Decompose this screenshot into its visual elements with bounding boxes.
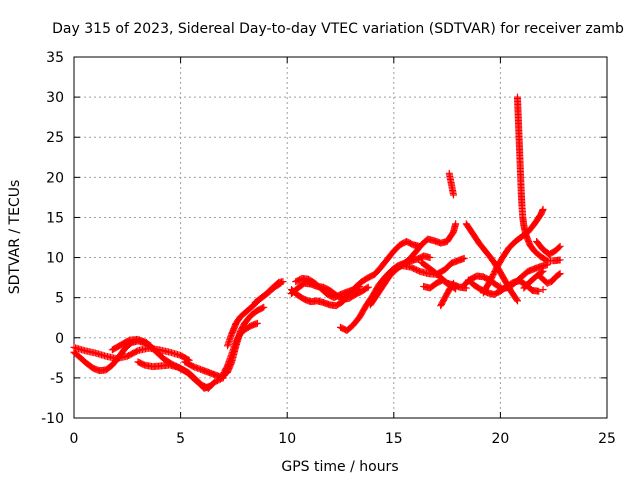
data-point	[555, 270, 563, 278]
x-tick-labels: 0 5 10 15 20 25	[70, 431, 616, 447]
x-tick-label: 0	[70, 431, 79, 447]
plot-frame	[73, 56, 608, 419]
y-tick-label: -5	[50, 371, 64, 387]
data-point	[555, 243, 563, 251]
data-point	[460, 254, 468, 262]
data-point	[535, 287, 543, 295]
y-tick-label: 30	[46, 90, 64, 106]
axis-ticks	[73, 56, 608, 419]
data-points	[70, 93, 564, 392]
data-point	[556, 242, 564, 250]
data-point	[538, 268, 546, 276]
y-tick-label: 20	[46, 170, 64, 186]
y-tick-label: 35	[46, 50, 64, 66]
y-tick-label: 5	[55, 291, 64, 307]
data-point	[276, 280, 284, 288]
data-point	[363, 284, 371, 292]
data-point	[449, 191, 457, 199]
y-axis-label: SDTVAR / TECUs	[7, 180, 23, 295]
y-tick-labels: -10 -5 0 5 10 15 20 25 30 35	[41, 50, 64, 427]
x-tick-label: 5	[176, 431, 185, 447]
data-point	[539, 286, 547, 294]
data-point	[452, 220, 460, 228]
x-tick-label: 20	[491, 431, 509, 447]
data-point	[539, 205, 547, 213]
chart-title: Day 315 of 2023, Sidereal Day-to-day VTE…	[52, 21, 624, 37]
x-tick-label: 25	[598, 431, 616, 447]
y-tick-label: 15	[46, 210, 64, 226]
data-point	[556, 256, 564, 264]
data-point	[556, 270, 564, 278]
data-point	[277, 279, 285, 287]
y-tick-label: -10	[41, 411, 64, 427]
data-point	[426, 254, 434, 262]
y-tick-label: 25	[46, 130, 64, 146]
y-tick-label: 0	[55, 331, 64, 347]
data-point	[260, 303, 268, 311]
x-tick-label: 10	[278, 431, 296, 447]
data-point	[513, 296, 521, 304]
data-point	[513, 297, 521, 305]
data-point	[449, 281, 457, 289]
x-tick-label: 15	[385, 431, 403, 447]
data-point	[258, 304, 266, 312]
data-point	[364, 283, 372, 291]
data-point	[253, 319, 261, 327]
y-tick-label: 10	[46, 251, 64, 267]
data-point	[539, 267, 547, 275]
data-point	[449, 279, 457, 287]
x-axis-label: GPS time / hours	[281, 459, 398, 475]
